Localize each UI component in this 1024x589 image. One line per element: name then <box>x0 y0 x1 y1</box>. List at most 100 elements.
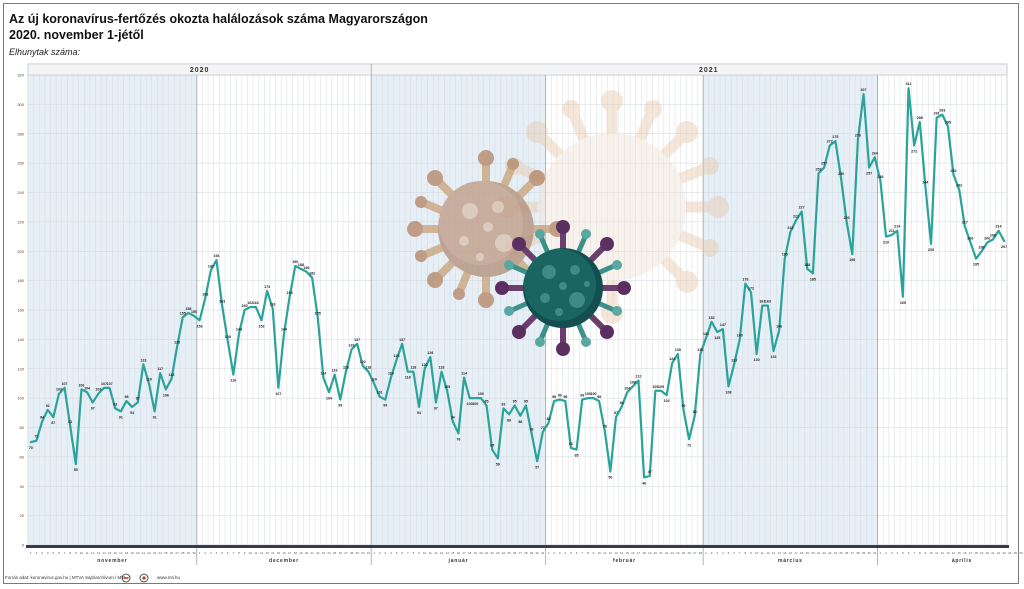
x-tick-day: 2 <box>711 551 713 555</box>
x-tick-day: 20 <box>986 551 990 555</box>
x-tick-day: 22 <box>822 551 826 555</box>
data-label: 87 <box>614 411 618 415</box>
logo-mti-icon <box>139 573 149 583</box>
data-label: 242 <box>956 184 962 188</box>
data-label: 221 <box>793 214 799 218</box>
x-tick-day: 30 <box>192 551 196 555</box>
coronavirus-icon-beige <box>407 150 565 308</box>
x-tick-day: 4 <box>216 551 218 555</box>
x-tick-day: 8 <box>69 551 71 555</box>
data-label: 169 <box>900 301 906 305</box>
x-tick-day: 26 <box>1019 551 1023 555</box>
x-tick-day: 20 <box>811 551 815 555</box>
x-tick-day: 29 <box>862 551 866 555</box>
data-label: 168 <box>202 292 208 296</box>
x-tick-day: 17 <box>119 551 123 555</box>
x-tick-day: 15 <box>451 551 455 555</box>
data-label: 118 <box>439 366 445 370</box>
data-label: 91 <box>153 415 157 419</box>
x-tick-day: 11 <box>254 551 257 555</box>
data-label: 291 <box>934 112 940 116</box>
data-label: 137 <box>399 338 405 342</box>
x-tick-day: 4 <box>896 551 898 555</box>
x-tick-day: 15 <box>277 551 281 555</box>
data-label: 65 <box>575 454 579 458</box>
data-label: 99 <box>580 394 584 398</box>
x-tick-day: 8 <box>238 551 240 555</box>
series-line <box>29 87 1006 479</box>
data-label: 208 <box>990 234 996 238</box>
data-label: 126 <box>394 354 400 358</box>
data-label: 128 <box>427 351 433 355</box>
data-label: 84 <box>40 416 44 420</box>
website-link[interactable]: www.mti.hu <box>157 575 181 580</box>
x-tick-day: 2 <box>885 551 887 555</box>
x-tick-day: 1 <box>199 551 201 555</box>
x-tick-day: 21 <box>485 551 489 555</box>
x-tick-day: 31 <box>873 551 877 555</box>
data-label: 77 <box>541 426 545 430</box>
data-label: 100 <box>585 392 591 396</box>
data-label: 132 <box>771 355 777 359</box>
data-label: 311 <box>906 82 912 86</box>
data-label: 253 <box>816 167 822 171</box>
data-label: 101 <box>377 391 383 395</box>
x-tick-day: 29 <box>530 551 534 555</box>
month-label-február: február <box>613 558 636 564</box>
x-tick-day: 5 <box>396 551 398 555</box>
y-tick-200: 200 <box>17 249 24 254</box>
data-label: 248 <box>877 175 883 179</box>
data-label: 100 <box>478 392 484 396</box>
x-tick-day: 5 <box>221 551 223 555</box>
data-label: 99 <box>383 404 387 408</box>
x-tick-day: 12 <box>434 551 438 555</box>
x-tick-day: 11 <box>761 551 764 555</box>
x-axis-bar <box>26 545 1009 548</box>
data-label: 95 <box>513 399 517 403</box>
x-tick-day: 21 <box>142 551 146 555</box>
x-tick-day: 25 <box>507 551 511 555</box>
year-header: 2020 2021 <box>27 63 1008 76</box>
x-tick-day: 19 <box>980 551 984 555</box>
year-label-2021: 2021 <box>699 67 719 74</box>
data-label: 104 <box>624 386 630 390</box>
x-tick-day: 12 <box>766 551 770 555</box>
grid <box>27 64 1008 546</box>
data-label: 76 <box>456 437 460 441</box>
data-label: 146 <box>776 325 782 329</box>
x-tick-day: 9 <box>244 551 246 555</box>
data-label: 118 <box>405 376 411 380</box>
data-label: 97 <box>136 397 140 401</box>
data-label: 182 <box>309 272 315 276</box>
data-label: 200 <box>979 245 985 249</box>
data-label: 98 <box>552 395 556 399</box>
x-tick-day: 7 <box>64 551 66 555</box>
data-label: 100 <box>590 392 596 396</box>
y-axis-caption: Elhunytak száma: <box>9 47 81 57</box>
x-tick-day: 16 <box>631 551 635 555</box>
y-tick-100: 100 <box>17 396 24 401</box>
data-label: 65 <box>490 444 494 448</box>
x-tick-day: 16 <box>282 551 286 555</box>
x-tick-day: 6 <box>227 551 229 555</box>
data-label: 98 <box>563 395 567 399</box>
x-tick-day: 14 <box>271 551 275 555</box>
x-tick-day: 12 <box>941 551 945 555</box>
data-label: 160 <box>242 304 248 308</box>
data-label: 141 <box>703 332 709 336</box>
x-tick-day: 26 <box>513 551 517 555</box>
data-label: 163 <box>219 300 225 304</box>
data-label: 118 <box>411 366 417 370</box>
x-tick-day: 24 <box>159 551 163 555</box>
x-tick-day: 31 <box>541 551 545 555</box>
y-tick-320: 320 <box>17 73 24 78</box>
x-tick-day: 18 <box>642 551 646 555</box>
data-label: 144 <box>236 328 242 332</box>
x-tick-day: 9 <box>75 551 77 555</box>
data-label: 220 <box>844 216 850 220</box>
data-label: 123 <box>731 358 737 362</box>
data-label: 152 <box>709 316 715 320</box>
x-tick-day: 25 <box>1014 551 1018 555</box>
data-label: 94 <box>130 411 134 415</box>
